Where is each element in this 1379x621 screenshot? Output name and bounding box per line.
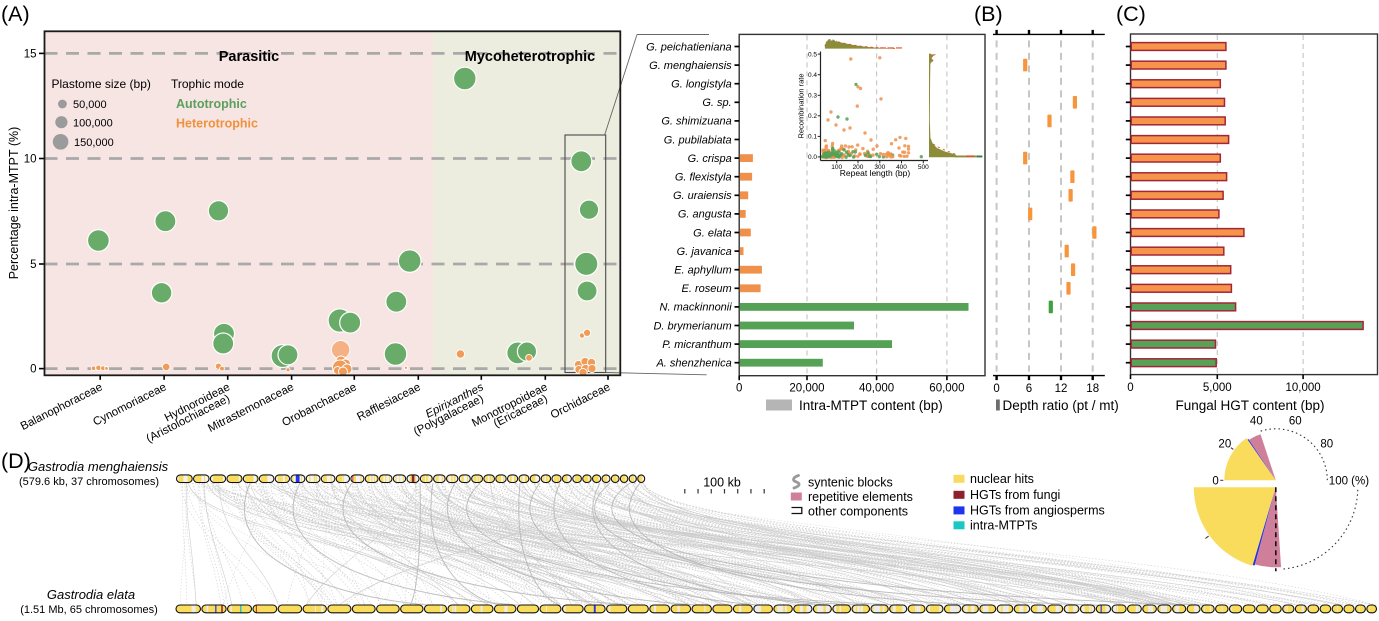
svg-text:0: 0 bbox=[736, 383, 742, 395]
svg-text:(C): (C) bbox=[1116, 2, 1146, 26]
svg-text:D. brymerianum: D. brymerianum bbox=[653, 320, 731, 332]
svg-text:G. javanica: G. javanica bbox=[677, 246, 732, 258]
svg-text:G. menghaiensis: G. menghaiensis bbox=[649, 60, 732, 72]
svg-text:100: 100 bbox=[831, 164, 842, 171]
svg-text:5,000: 5,000 bbox=[1203, 382, 1232, 394]
svg-text:Percentage intra-MTPT (%): Percentage intra-MTPT (%) bbox=[7, 127, 21, 280]
svg-text:G. uraiensis: G. uraiensis bbox=[673, 190, 732, 202]
svg-text:intra-MTPTs: intra-MTPTs bbox=[970, 518, 1037, 532]
svg-text:5: 5 bbox=[30, 259, 36, 271]
svg-text:0: 0 bbox=[30, 364, 36, 376]
svg-text:60,000: 60,000 bbox=[929, 383, 964, 395]
svg-text:Recombination rate: Recombination rate bbox=[797, 73, 806, 138]
svg-text:Depth ratio (pt / mt): Depth ratio (pt / mt) bbox=[1003, 398, 1119, 413]
svg-text:Gastrodia elata: Gastrodia elata bbox=[47, 587, 135, 602]
svg-text:Trophic mode: Trophic mode bbox=[171, 77, 244, 91]
svg-text:Mycoheterotrophic: Mycoheterotrophic bbox=[465, 49, 596, 65]
svg-text:20,000: 20,000 bbox=[789, 383, 824, 395]
svg-text:0.3: 0.3 bbox=[808, 93, 817, 100]
svg-text:0: 0 bbox=[1127, 382, 1133, 394]
svg-text:200: 200 bbox=[853, 164, 864, 171]
svg-text:10: 10 bbox=[24, 154, 37, 166]
svg-text:HGTs from angiosperms: HGTs from angiosperms bbox=[970, 503, 1105, 517]
svg-text:(A): (A) bbox=[1, 2, 30, 26]
svg-text:40: 40 bbox=[1250, 415, 1263, 427]
svg-text:0.5: 0.5 bbox=[808, 51, 817, 58]
svg-text:20: 20 bbox=[1218, 438, 1231, 450]
svg-text:G. peichatieniana: G. peichatieniana bbox=[646, 41, 732, 53]
svg-text:15: 15 bbox=[24, 48, 37, 60]
svg-text:0: 0 bbox=[1212, 475, 1218, 487]
svg-text:150,000: 150,000 bbox=[74, 137, 114, 149]
svg-text:nuclear hits: nuclear hits bbox=[970, 472, 1034, 486]
svg-text:0.4: 0.4 bbox=[808, 72, 817, 79]
svg-text:0.2: 0.2 bbox=[808, 113, 817, 120]
svg-text:60: 60 bbox=[1289, 415, 1302, 427]
svg-text:(1.51 Mb, 65 chromosomes): (1.51 Mb, 65 chromosomes) bbox=[20, 604, 158, 616]
svg-text:Heterotrophic: Heterotrophic bbox=[176, 117, 258, 131]
svg-text:Intra-MTPT content (bp): Intra-MTPT content (bp) bbox=[799, 398, 943, 413]
svg-text:repetitive elements: repetitive elements bbox=[808, 490, 913, 504]
svg-text:10,000: 10,000 bbox=[1286, 382, 1321, 394]
svg-text:other components: other components bbox=[808, 505, 908, 519]
svg-text:80: 80 bbox=[1320, 438, 1333, 450]
svg-text:Autotrophic: Autotrophic bbox=[176, 97, 247, 111]
svg-text:E. aphyllum: E. aphyllum bbox=[674, 265, 731, 277]
svg-text:syntenic blocks: syntenic blocks bbox=[808, 476, 893, 490]
svg-text:Repeat length (bp): Repeat length (bp) bbox=[840, 168, 911, 178]
svg-text:100,000: 100,000 bbox=[73, 118, 113, 130]
svg-text:0.0: 0.0 bbox=[808, 154, 817, 161]
svg-text:12: 12 bbox=[1055, 383, 1068, 395]
svg-text:G. shimizuana: G. shimizuana bbox=[661, 116, 731, 128]
svg-text:50,000: 50,000 bbox=[73, 99, 107, 111]
svg-text:G. pubilabiata: G. pubilabiata bbox=[664, 134, 732, 146]
svg-text:(B): (B) bbox=[974, 2, 1003, 26]
svg-text:(D): (D) bbox=[1, 449, 31, 473]
svg-text:40,000: 40,000 bbox=[859, 383, 894, 395]
svg-text:500: 500 bbox=[918, 164, 929, 171]
svg-text:100 (%): 100 (%) bbox=[1329, 475, 1369, 487]
svg-text:0.1: 0.1 bbox=[808, 134, 817, 141]
svg-text:Fungal HGT content (bp): Fungal HGT content (bp) bbox=[1175, 398, 1324, 413]
svg-text:G. elata: G. elata bbox=[693, 227, 732, 239]
svg-text:P. micranthum: P. micranthum bbox=[662, 339, 732, 351]
svg-text:G. angusta: G. angusta bbox=[678, 209, 732, 221]
svg-text:300: 300 bbox=[874, 164, 885, 171]
svg-text:HGTs from fungi: HGTs from fungi bbox=[970, 488, 1060, 502]
svg-text:100 kb: 100 kb bbox=[703, 476, 741, 490]
svg-text:E. roseum: E. roseum bbox=[682, 283, 732, 295]
svg-text:400: 400 bbox=[896, 164, 907, 171]
svg-text:N. mackinnonii: N. mackinnonii bbox=[660, 302, 733, 314]
svg-text:0: 0 bbox=[993, 383, 999, 395]
svg-text:G. flexistyla: G. flexistyla bbox=[675, 172, 732, 184]
svg-text:G. sp.: G. sp. bbox=[702, 97, 731, 109]
svg-text:(579.6 kb, 37 chromosomes): (579.6 kb, 37 chromosomes) bbox=[19, 476, 159, 488]
svg-text:Gastrodia menghaiensis: Gastrodia menghaiensis bbox=[28, 459, 169, 474]
svg-text:Plastome size (bp): Plastome size (bp) bbox=[52, 77, 151, 91]
svg-text:G. longistyla: G. longistyla bbox=[671, 79, 732, 91]
svg-text:G. crispa: G. crispa bbox=[688, 153, 732, 165]
svg-text:Parasitic: Parasitic bbox=[219, 49, 279, 65]
svg-text:A. shenzhenica: A. shenzhenica bbox=[655, 358, 731, 370]
svg-text:6: 6 bbox=[1026, 383, 1032, 395]
svg-text:18: 18 bbox=[1086, 383, 1099, 395]
